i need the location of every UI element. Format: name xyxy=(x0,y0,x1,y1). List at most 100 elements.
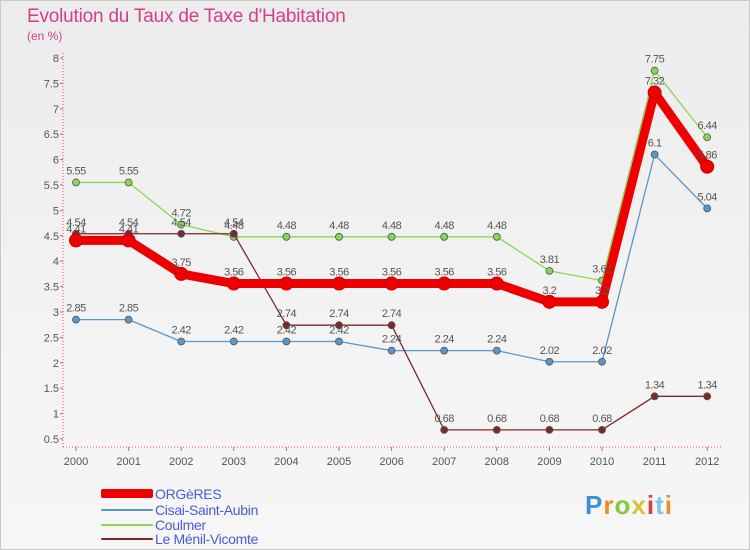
data-point xyxy=(121,233,136,248)
data-point xyxy=(177,229,186,238)
data-label: 6.44 xyxy=(697,120,717,132)
x-tick-label: 2003 xyxy=(222,456,246,468)
logo-letter: x xyxy=(631,490,647,520)
data-label: 3.56 xyxy=(434,267,454,279)
data-label: 4.54 xyxy=(224,217,244,229)
data-point xyxy=(387,321,396,330)
data-point xyxy=(69,233,83,248)
logo-letter: o xyxy=(614,490,632,520)
data-label: 4.48 xyxy=(382,220,402,232)
data-point xyxy=(384,276,399,291)
data-point xyxy=(492,425,501,434)
y-tick-label: 7 xyxy=(53,104,59,116)
data-label: 4.54 xyxy=(66,217,86,229)
data-point xyxy=(332,276,346,291)
data-label: 4.54 xyxy=(171,217,191,229)
y-tick-label: 2.5 xyxy=(44,332,59,344)
data-label: 1.34 xyxy=(645,379,665,391)
data-point xyxy=(335,232,343,241)
legend-item: Cisai-Saint-Aubin xyxy=(101,501,259,518)
data-label: 2.24 xyxy=(382,334,402,346)
x-tick-label: 2009 xyxy=(537,456,561,468)
data-label: 2.74 xyxy=(277,308,297,320)
x-tick-label: 2000 xyxy=(64,456,88,468)
data-point xyxy=(440,346,449,355)
data-point xyxy=(229,229,238,238)
chart-title: Evolution du Taux de Taxe d'Habitation xyxy=(27,6,346,27)
logo-letter: i xyxy=(646,490,656,520)
data-label: 0.68 xyxy=(434,413,454,425)
y-tick-label: 6.5 xyxy=(44,129,59,141)
legend-swatch xyxy=(101,508,153,511)
data-label: 3.56 xyxy=(224,267,244,279)
y-tick-label: 2 xyxy=(53,358,59,370)
data-label: 4.48 xyxy=(329,220,349,232)
data-label: 3.56 xyxy=(382,267,402,279)
legend-label: ORGèRES xyxy=(155,485,222,502)
data-label: 2.42 xyxy=(171,324,191,336)
logo-letter: P xyxy=(585,490,604,520)
data-label: 4.48 xyxy=(277,220,297,232)
legend-item: Coulmer xyxy=(101,517,206,533)
x-tick-label: 2012 xyxy=(695,456,719,468)
data-point xyxy=(72,178,80,187)
data-label: 5.04 xyxy=(697,191,717,203)
data-label: 5.86 xyxy=(697,150,717,162)
data-point xyxy=(703,392,712,401)
data-point xyxy=(700,159,715,174)
data-label: 3.56 xyxy=(329,267,349,279)
data-point xyxy=(226,276,241,291)
data-point xyxy=(703,133,712,142)
data-label: 0.68 xyxy=(540,413,560,425)
data-point xyxy=(440,425,449,434)
data-point xyxy=(703,204,712,213)
data-label: 1.34 xyxy=(697,379,717,391)
data-label: 2.42 xyxy=(224,324,244,336)
data-point xyxy=(72,315,80,324)
data-point xyxy=(650,392,659,401)
data-label: 2.74 xyxy=(382,308,402,320)
data-label: 3.75 xyxy=(171,257,191,269)
data-label: 2.42 xyxy=(277,324,297,336)
data-label: 3.81 xyxy=(540,254,560,266)
data-point xyxy=(545,425,554,434)
y-tick-label: 8 xyxy=(53,53,59,65)
legend-swatch xyxy=(101,489,153,498)
y-tick-label: 7.5 xyxy=(44,78,59,90)
data-label: 7.75 xyxy=(645,54,665,66)
data-point xyxy=(595,294,609,309)
y-tick-label: 1.5 xyxy=(44,383,59,395)
data-point xyxy=(492,232,501,241)
x-tick-label: 2005 xyxy=(327,456,351,468)
data-point xyxy=(282,232,291,241)
data-point xyxy=(177,337,186,346)
logo-letter: r xyxy=(603,490,615,520)
y-tick-label: 5.5 xyxy=(44,180,59,192)
x-tick-label: 2002 xyxy=(169,456,193,468)
data-label: 7.32 xyxy=(645,76,665,88)
data-point xyxy=(492,346,501,355)
chart-subtitle: (en %) xyxy=(27,29,63,43)
legend-label: Cisai-Saint-Aubin xyxy=(155,501,259,518)
data-label: 0.68 xyxy=(487,413,507,425)
data-label: 2.85 xyxy=(119,303,139,315)
legend-label: Le Ménil-Vicomte xyxy=(155,530,259,547)
x-tick-label: 2011 xyxy=(643,456,667,468)
data-point xyxy=(387,232,396,241)
data-label: 2.24 xyxy=(434,334,454,346)
data-point xyxy=(650,150,659,159)
data-label: 3.56 xyxy=(487,267,507,279)
y-tick-label: 1 xyxy=(53,409,59,421)
data-point xyxy=(124,315,133,324)
data-label: 3.2 xyxy=(595,285,609,297)
x-tick-label: 2001 xyxy=(116,456,140,468)
data-point xyxy=(598,425,606,434)
data-point xyxy=(177,220,186,229)
data-label: 2.42 xyxy=(329,324,349,336)
y-tick-label: 5 xyxy=(53,205,59,217)
data-label: 4.41 xyxy=(119,223,139,235)
legend-item: Le Ménil-Vicomte xyxy=(101,530,259,547)
legend-swatch xyxy=(101,537,153,540)
y-tick-label: 4.5 xyxy=(44,231,59,243)
